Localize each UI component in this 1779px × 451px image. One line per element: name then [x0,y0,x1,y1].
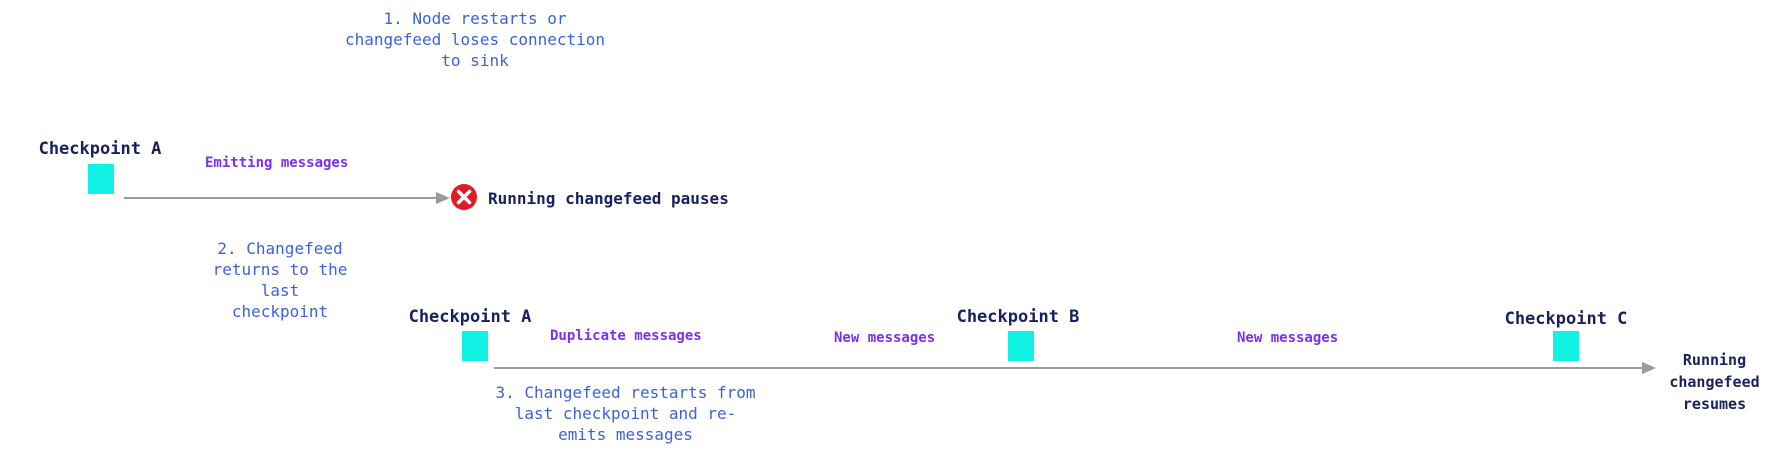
checkpoint-marker [1008,331,1034,361]
resumed-changefeed-arrow [494,362,1656,374]
error-pause-icon [451,184,477,210]
step2-annotation: 2. Changefeed returns to the last checkp… [212,239,348,321]
new-messages-label-2: New messages [1237,330,1339,346]
timeline2-checkpoint-b-label: Checkpoint B [956,307,1080,327]
step1-annotation: 1. Node restarts or changefeed loses con… [344,9,606,70]
checkpoint-marker [462,331,488,361]
timeline1-checkpoint-a-label: Checkpoint A [38,139,162,159]
running-changefeed-resumes-label: Running changefeed resumes [1669,351,1760,413]
running-changefeed-pauses-label: Running changefeed pauses [488,189,729,208]
checkpoint-marker [1553,331,1579,361]
new-messages-label-1: New messages [834,330,936,346]
timeline2-checkpoint-c-label: Checkpoint C [1504,309,1628,329]
step3-annotation: 3. Changefeed restarts from last checkpo… [495,383,756,444]
checkpoint-marker [88,164,114,194]
emitting-messages-arrow [124,192,450,204]
duplicate-messages-label: Duplicate messages [550,328,702,344]
emitting-messages-label: Emitting messages [205,155,349,171]
timeline2-checkpoint-a-label: Checkpoint A [408,307,532,327]
